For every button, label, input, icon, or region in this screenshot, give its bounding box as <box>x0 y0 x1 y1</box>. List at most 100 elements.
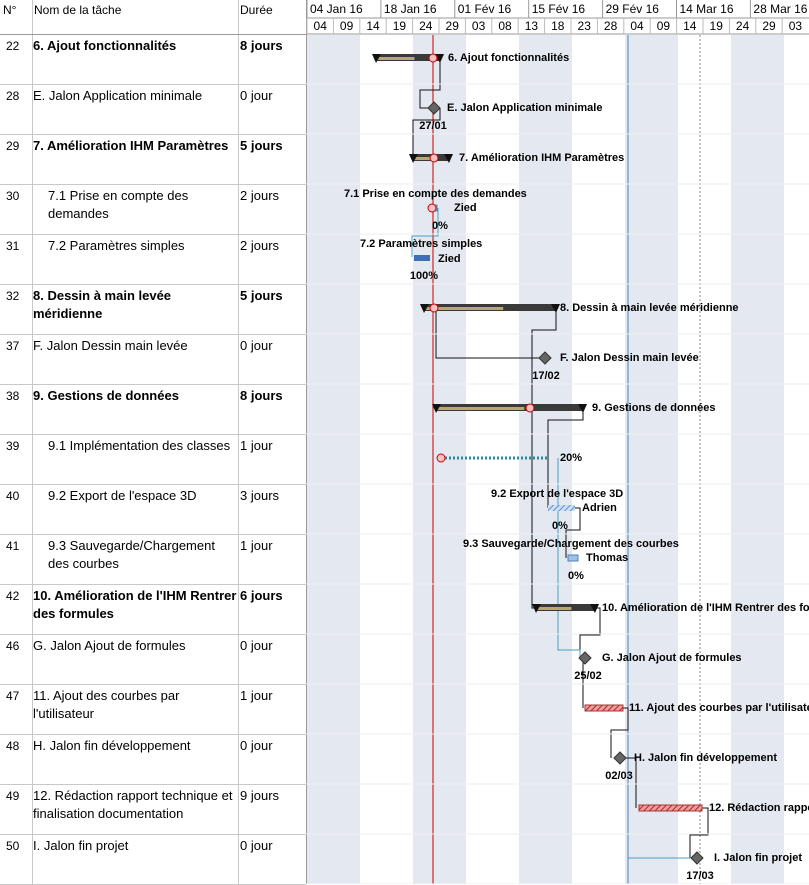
separator <box>238 0 239 884</box>
marker <box>429 153 439 163</box>
milestone <box>690 851 704 865</box>
separator <box>0 484 306 485</box>
bar-label: 6. Ajout fonctionnalités <box>448 52 569 64</box>
task-duration: 8 jours <box>240 388 283 403</box>
summary-progress <box>376 57 415 60</box>
task-duration: 3 jours <box>240 488 280 503</box>
day-label: 24 <box>736 19 750 33</box>
day-label: 14 <box>366 19 380 33</box>
link <box>579 607 601 658</box>
day-label: 28 <box>604 19 618 33</box>
task-duration: 1 jour <box>240 538 273 553</box>
milestone-date: 25/02 <box>574 670 602 682</box>
summary-end <box>372 54 381 63</box>
milestone <box>613 751 627 765</box>
resource-label: Zied <box>454 202 477 214</box>
day-label: 08 <box>498 19 512 33</box>
week-label: 01 Fév 16 <box>458 2 512 16</box>
task-id: 37 <box>6 339 20 353</box>
task-duration: 2 jours <box>240 188 280 203</box>
milestone-date: 02/03 <box>605 770 633 782</box>
task-duration: 0 jour <box>240 88 273 103</box>
task-id: 39 <box>6 439 20 453</box>
bar-label: 7.2 Paramètres simples <box>360 238 482 250</box>
milestone <box>538 351 552 365</box>
day-label: 09 <box>657 19 671 33</box>
task-duration: 1 jour <box>240 438 273 453</box>
bar-label: 9.2 Export de l'espace 3D <box>491 488 623 500</box>
summary-progress <box>424 307 504 310</box>
milestone <box>578 651 592 665</box>
week-label: 18 Jan 16 <box>384 2 437 16</box>
bar-label: E. Jalon Application minimale <box>447 102 602 114</box>
header-name: Nom de la tâche <box>34 3 122 17</box>
marker <box>427 203 437 213</box>
task-id: 38 <box>6 389 20 403</box>
resource-label: Zied <box>438 253 461 265</box>
bar-label: 9.3 Sauvegarde/Chargement des courbes <box>463 538 679 550</box>
task-name: F. Jalon Dessin main levée <box>33 338 188 353</box>
day-label: 29 <box>762 19 776 33</box>
day-label: 03 <box>472 19 486 33</box>
separator <box>32 0 33 884</box>
task-name: 8. Dessin à main levée méridienne <box>33 288 172 321</box>
summary-end <box>551 304 560 313</box>
task-id: 42 <box>6 589 20 603</box>
task-duration: 0 jour <box>240 638 273 653</box>
day-label: 23 <box>578 19 592 33</box>
separator <box>0 234 306 235</box>
summary-end <box>435 54 444 63</box>
milestone <box>427 101 441 115</box>
milestone-date: 17/02 <box>532 370 560 382</box>
header-duration: Durée <box>240 3 273 17</box>
task-name: 11. Ajout des courbes par l'utilisateur <box>33 688 180 721</box>
bar-label: 7.1 Prise en compte des demandes <box>344 188 527 200</box>
separator <box>0 734 306 735</box>
task-id: 22 <box>6 39 20 53</box>
task-name: 9.1 Implémentation des classes <box>48 438 231 453</box>
link <box>565 507 581 558</box>
day-label: 03 <box>789 19 803 33</box>
separator <box>0 384 306 385</box>
task-name: 7. Amélioration IHM Paramètres <box>33 138 229 153</box>
bar-label: I. Jalon fin projet <box>714 852 802 864</box>
week-label: 29 Fév 16 <box>606 2 660 16</box>
week-label: 14 Mar 16 <box>680 2 734 16</box>
separator <box>0 134 306 135</box>
separator <box>0 684 306 685</box>
bar-label: 11. Ajout des courbes par l'utilisateur <box>629 702 809 714</box>
day-label: 13 <box>525 19 539 33</box>
link <box>582 657 588 708</box>
link <box>411 208 439 257</box>
link <box>610 707 629 758</box>
task-duration: 0 jour <box>240 738 273 753</box>
summary-end <box>444 154 453 163</box>
link <box>435 308 540 359</box>
percent-label: 0% <box>552 520 568 532</box>
separator <box>0 184 306 185</box>
task-bar <box>548 505 575 511</box>
percent-label: 100% <box>410 270 438 282</box>
task-name: 7.1 Prise en compte des demandes <box>48 188 189 221</box>
task-duration: 2 jours <box>240 238 280 253</box>
task-id: 31 <box>6 239 20 253</box>
task-id: 48 <box>6 739 20 753</box>
task-bar <box>567 554 579 562</box>
task-duration: 0 jour <box>240 338 273 353</box>
task-name: 6. Ajout fonctionnalités <box>33 38 177 53</box>
task-id: 41 <box>6 539 20 553</box>
weekend-band <box>625 35 678 884</box>
task-id: 29 <box>6 139 20 153</box>
weekend-band <box>731 35 784 884</box>
separator <box>0 634 306 635</box>
task-id: 40 <box>6 489 20 503</box>
summary-end <box>409 154 418 163</box>
bar-label: F. Jalon Dessin main levée <box>560 352 699 364</box>
day-label: 14 <box>683 19 697 33</box>
task-id: 46 <box>6 639 20 653</box>
day-label: 19 <box>393 19 407 33</box>
bar-label: 12. Rédaction rapport technique et final… <box>709 802 809 814</box>
marker <box>428 53 438 63</box>
task-id: 47 <box>6 689 20 703</box>
